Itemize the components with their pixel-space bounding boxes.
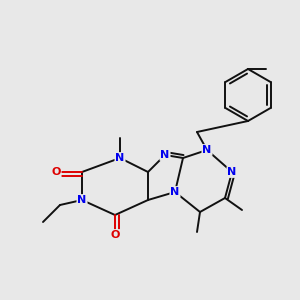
- Text: N: N: [116, 153, 124, 163]
- Text: O: O: [51, 167, 61, 177]
- Text: N: N: [202, 145, 211, 155]
- Text: N: N: [170, 187, 180, 197]
- Text: N: N: [160, 150, 169, 160]
- Text: O: O: [110, 230, 120, 240]
- Text: N: N: [77, 195, 87, 205]
- Text: N: N: [227, 167, 237, 177]
